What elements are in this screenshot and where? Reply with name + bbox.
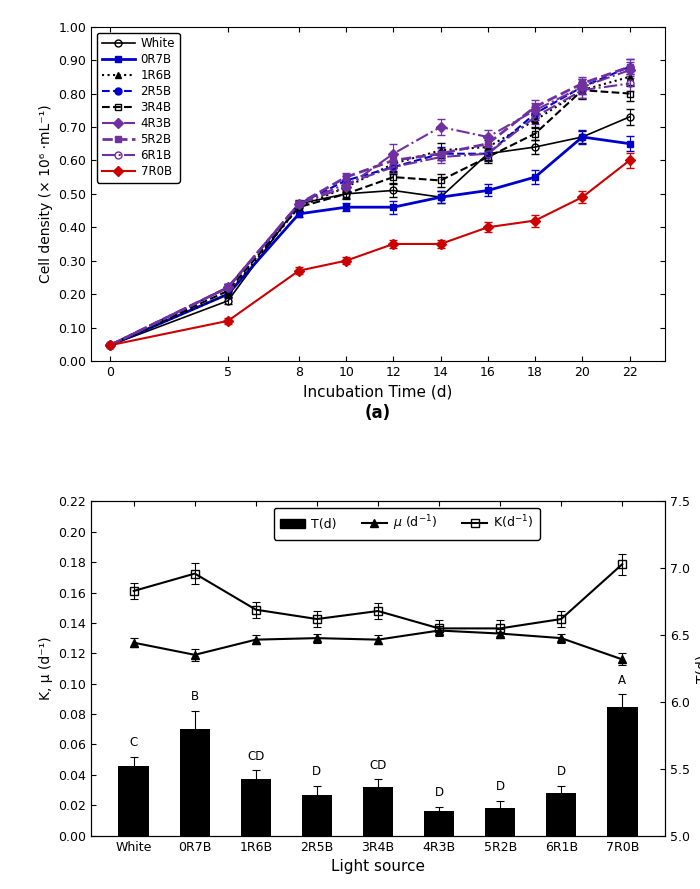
X-axis label: Incubation Time (d): Incubation Time (d) [303,384,453,399]
Text: CD: CD [247,749,265,763]
Text: D: D [435,786,444,799]
Y-axis label: T(d): T(d) [695,654,700,683]
Bar [424,812,454,836]
Text: B: B [190,691,199,703]
Bar [485,808,515,836]
Text: C: C [130,736,138,749]
Y-axis label: Cell density (× 10⁶ ·mL⁻¹): Cell density (× 10⁶ ·mL⁻¹) [38,105,52,283]
Bar [607,707,638,836]
Legend: White, 0R7B, 1R6B, 2R5B, 3R4B, 4R3B, 5R2B, 6R1B, 7R0B: White, 0R7B, 1R6B, 2R5B, 3R4B, 4R3B, 5R2… [97,33,180,182]
Bar [363,787,393,836]
Text: (a): (a) [365,404,391,422]
Y-axis label: K, μ (d⁻¹): K, μ (d⁻¹) [38,637,52,701]
Bar [179,729,210,836]
Text: D: D [312,765,321,778]
Text: A: A [618,674,626,686]
Bar [118,765,149,836]
Bar [241,780,271,836]
Text: CD: CD [370,759,386,772]
Bar [546,793,577,836]
Text: D: D [496,781,505,793]
X-axis label: Light source: Light source [331,859,425,874]
Bar [302,795,332,836]
Legend: T(d), $\mu$ (d$^{-1}$), K(d$^{-1}$): T(d), $\mu$ (d$^{-1}$), K(d$^{-1}$) [274,508,540,540]
Text: D: D [556,765,566,778]
